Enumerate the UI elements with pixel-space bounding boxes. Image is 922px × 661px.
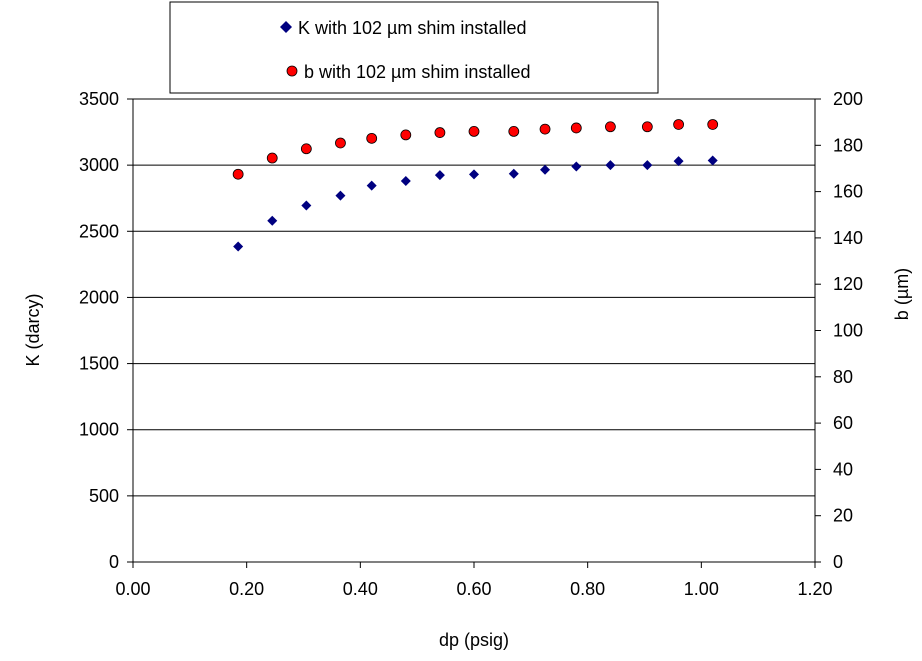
- k-point-3: [335, 190, 346, 201]
- k-point-12: [642, 160, 653, 171]
- b-point-6: [434, 127, 446, 138]
- y2-tick-label-4: 80: [833, 367, 853, 387]
- y2-tick-label-3: 60: [833, 413, 853, 433]
- legend-marker-k-diamond: [280, 21, 292, 33]
- y2-axis-title: b (µm): [892, 268, 912, 320]
- y-axis-title: K (darcy): [23, 293, 43, 366]
- y-tick-label-1: 500: [89, 486, 119, 506]
- b-point-7: [468, 126, 480, 137]
- x-tick-label-5: 1.00: [684, 579, 719, 599]
- x-tick-label-0: 0.00: [115, 579, 150, 599]
- k-point-0: [233, 241, 244, 252]
- legend-marker-b-circle: [286, 65, 298, 77]
- k-point-6: [434, 170, 445, 181]
- k-point-1: [267, 215, 278, 226]
- b-point-12: [641, 121, 653, 133]
- y2-tick-label-10: 200: [833, 89, 863, 109]
- y2-tick-label-1: 20: [833, 506, 853, 526]
- legend-label-k: K with 102 µm shim installed: [298, 18, 526, 38]
- b-point-5: [400, 129, 412, 141]
- x-tick-label-3: 0.60: [456, 579, 491, 599]
- x-axis-ticks: 0.00 0.20 0.40 0.60 0.80 1.00 1.20: [115, 562, 833, 599]
- legend: K with 102 µm shim installed b with 102 …: [169, 1, 659, 94]
- gridlines: [133, 164, 815, 497]
- y-tick-label-6: 3000: [79, 155, 119, 175]
- y-tick-label-5: 2500: [79, 221, 119, 241]
- b-point-13: [673, 119, 684, 130]
- k-point-9: [540, 164, 551, 175]
- b-point-10: [570, 122, 582, 134]
- b-point-1: [266, 152, 278, 164]
- series-b-points: [232, 119, 719, 180]
- series-k-points: [233, 155, 718, 252]
- b-point-2: [300, 143, 312, 155]
- x-tick-label-1: 0.20: [229, 579, 264, 599]
- x-tick-label-2: 0.40: [343, 579, 378, 599]
- y-tick-label-2: 1000: [79, 420, 119, 440]
- b-point-0: [232, 168, 244, 180]
- x-axis-title: dp (psig): [439, 630, 509, 650]
- k-point-14: [707, 155, 718, 166]
- x-tick-label-4: 0.80: [570, 579, 605, 599]
- b-point-14: [707, 119, 719, 130]
- k-point-10: [571, 161, 582, 172]
- y-tick-label-4: 2000: [79, 287, 119, 307]
- legend-label-b: b with 102 µm shim installed: [304, 62, 530, 82]
- y2-tick-label-6: 120: [833, 274, 863, 294]
- k-point-5: [400, 176, 411, 187]
- plot-area: 0.00 0.20 0.40 0.60 0.80 1.00 1.20 05001000150…: [79, 89, 863, 599]
- k-point-2: [301, 200, 312, 211]
- y-tick-label-3: 1500: [79, 354, 119, 374]
- x-tick-label-6: 1.20: [797, 579, 832, 599]
- b-point-9: [539, 123, 551, 135]
- b-point-4: [366, 132, 378, 144]
- legend-box: [169, 1, 659, 94]
- y2-tick-label-7: 140: [833, 228, 863, 248]
- y2-tick-label-5: 100: [833, 321, 863, 341]
- k-point-4: [366, 180, 377, 191]
- k-point-7: [469, 169, 479, 180]
- b-point-8: [508, 126, 520, 137]
- b-point-3: [335, 137, 346, 149]
- y2-tick-label-9: 180: [833, 135, 863, 155]
- plot-frame: [132, 98, 816, 563]
- y2-tick-label-2: 40: [833, 459, 853, 479]
- y2-tick-label-0: 0: [833, 552, 843, 572]
- y2-axis-ticks: 0 20 40 60 80 100 120 140 160 180 200: [815, 89, 863, 572]
- y-tick-label-0: 0: [109, 552, 119, 572]
- y2-tick-label-8: 160: [833, 182, 863, 202]
- k-point-11: [605, 160, 616, 171]
- k-point-13: [673, 156, 684, 167]
- y-tick-label-7: 3500: [79, 89, 119, 109]
- y-axis-ticks: 0 500 1000 1500 2000 2500 3000 3500: [79, 89, 133, 572]
- b-point-11: [605, 121, 616, 133]
- k-point-8: [508, 168, 519, 179]
